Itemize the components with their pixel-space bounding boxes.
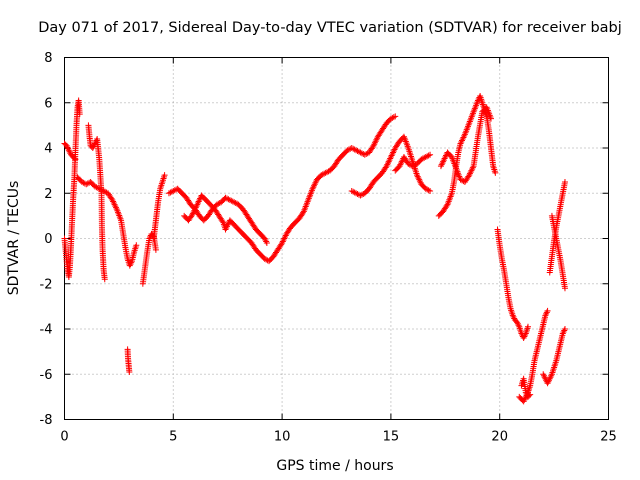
series-arc-h <box>165 185 270 247</box>
y-tick-label: 0 <box>44 232 52 247</box>
y-tick-label: 8 <box>44 51 52 66</box>
data-point <box>561 178 568 185</box>
data-markers <box>61 92 568 405</box>
y-axis-label: SDTVAR / TECUs <box>6 181 22 296</box>
data-point <box>524 323 531 330</box>
x-tick-label: 0 <box>60 430 68 445</box>
data-point <box>425 187 432 194</box>
x-tick-label: 25 <box>600 430 617 445</box>
data-point <box>527 391 534 398</box>
series-arc-q <box>540 326 568 387</box>
series-arc-j <box>348 133 434 199</box>
data-point <box>101 276 108 283</box>
data-point <box>152 246 159 253</box>
data-point <box>161 172 168 179</box>
y-tick-label: -6 <box>40 368 53 383</box>
data-point <box>487 115 494 122</box>
data-point <box>425 152 432 159</box>
data-point <box>560 329 567 336</box>
data-point <box>392 113 399 120</box>
series-arc-l <box>435 92 499 219</box>
data-point <box>126 368 133 375</box>
x-tick-label: 20 <box>491 430 508 445</box>
data-point <box>526 392 533 399</box>
data-point <box>76 111 83 118</box>
data-point <box>299 209 306 216</box>
data-point <box>219 218 226 225</box>
chart-title: Day 071 of 2017, Sidereal Day-to-day VTE… <box>38 20 622 36</box>
y-tick-label: -8 <box>40 413 53 428</box>
y-tick-label: -2 <box>40 277 53 292</box>
data-point <box>133 242 140 249</box>
x-tick-label: 10 <box>274 430 291 445</box>
gridlines <box>64 57 609 420</box>
y-tick-label: 4 <box>44 142 52 157</box>
series-arc-e <box>124 346 133 375</box>
series-arc-b <box>61 97 83 280</box>
data-point <box>561 326 568 332</box>
data-point <box>263 240 270 247</box>
data-point <box>443 202 450 209</box>
y-tick-label: -4 <box>40 323 53 338</box>
x-axis-label: GPS time / hours <box>276 458 393 474</box>
data-point <box>561 285 568 292</box>
series-arc-c <box>74 174 140 269</box>
data-point <box>358 191 365 198</box>
series-arc-k <box>392 151 434 174</box>
series-arc-s <box>548 212 568 292</box>
series-arc-o <box>516 307 551 405</box>
data-point <box>492 169 499 176</box>
data-point <box>363 151 370 158</box>
series-arc-f <box>139 230 159 287</box>
series-arc-m <box>437 104 494 185</box>
data-point <box>390 114 397 121</box>
data-point <box>544 307 551 314</box>
y-tick-label: 6 <box>44 96 52 111</box>
axis-ticks: 0 5 10 15 20 25 -8 -6 -4 -2 0 2 4 6 8 <box>40 51 617 445</box>
series-arc-n <box>494 226 531 342</box>
x-tick-label: 5 <box>169 430 177 445</box>
series-arc-p <box>518 375 534 400</box>
series-arc-i <box>181 113 399 265</box>
series-arc-g <box>150 172 168 242</box>
data-point <box>543 310 550 317</box>
y-tick-label: 2 <box>44 187 52 202</box>
series-arc-d <box>85 122 108 283</box>
x-tick-label: 15 <box>383 430 400 445</box>
data-point <box>427 151 434 158</box>
data-point <box>427 187 434 194</box>
